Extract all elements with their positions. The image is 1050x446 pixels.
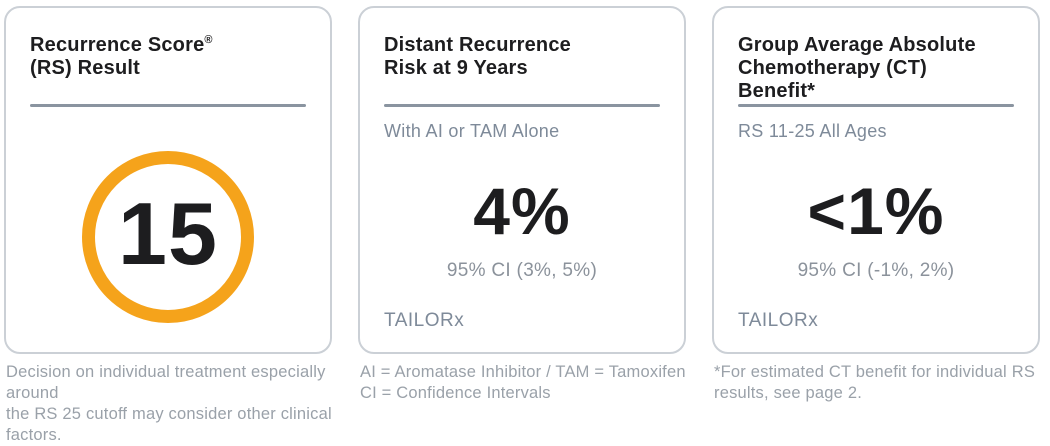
registered-trademark-symbol: ® bbox=[204, 34, 213, 46]
distant-recurrence-card: Distant Recurrence Risk at 9 Years With … bbox=[358, 6, 686, 354]
distant-recurrence-risk-value: 4% bbox=[473, 174, 571, 248]
card-divider bbox=[30, 104, 306, 107]
ct-benefit-footnote: *For estimated CT benefit for individual… bbox=[714, 363, 1036, 402]
title-line: Distant Recurrence bbox=[384, 34, 571, 56]
rs-result-footnote: Decision on individual treatment especia… bbox=[6, 363, 332, 444]
title-line: Risk at 9 Years bbox=[384, 57, 528, 79]
title-line: Benefit* bbox=[738, 80, 816, 102]
distant-recurrence-card-title: Distant Recurrence Risk at 9 Years bbox=[384, 34, 660, 104]
rs-result-card-title: Recurrence Score® (RS) Result bbox=[30, 34, 306, 104]
rs-result-column: Recurrence Score® (RS) Result 15 Decisio… bbox=[4, 6, 332, 446]
study-source-label: TAILORx bbox=[738, 310, 819, 331]
group-context-label: RS 11-25 All Ages bbox=[738, 121, 887, 141]
ct-benefit-card: Group Average Absolute Chemotherapy (CT)… bbox=[712, 6, 1040, 354]
distant-recurrence-column: Distant Recurrence Risk at 9 Years With … bbox=[358, 6, 686, 446]
title-line: (RS) Result bbox=[30, 57, 140, 79]
confidence-interval: 95% CI (3%, 5%) bbox=[446, 260, 598, 281]
study-source-label: TAILORx bbox=[384, 310, 465, 331]
card-divider bbox=[384, 104, 660, 107]
treatment-context-label: With AI or TAM Alone bbox=[384, 121, 560, 141]
card-divider bbox=[738, 104, 1014, 107]
title-line: Group Average Absolute bbox=[738, 34, 976, 56]
title-line: Recurrence Score® bbox=[30, 34, 213, 56]
rs-result-card: Recurrence Score® (RS) Result 15 bbox=[4, 6, 332, 354]
ct-benefit-value: <1% bbox=[807, 174, 945, 248]
distant-recurrence-footnote: AI = Aromatase Inhibitor / TAM = Tamoxif… bbox=[360, 363, 686, 402]
title-line: Chemotherapy (CT) bbox=[738, 57, 927, 79]
recurrence-score-value: 15 bbox=[118, 184, 218, 283]
ct-benefit-column: Group Average Absolute Chemotherapy (CT)… bbox=[712, 6, 1040, 446]
ct-benefit-card-title: Group Average Absolute Chemotherapy (CT)… bbox=[738, 34, 1014, 104]
confidence-interval: 95% CI (-1%, 2%) bbox=[797, 260, 955, 281]
recurrence-score-ring: 15 bbox=[82, 151, 254, 323]
